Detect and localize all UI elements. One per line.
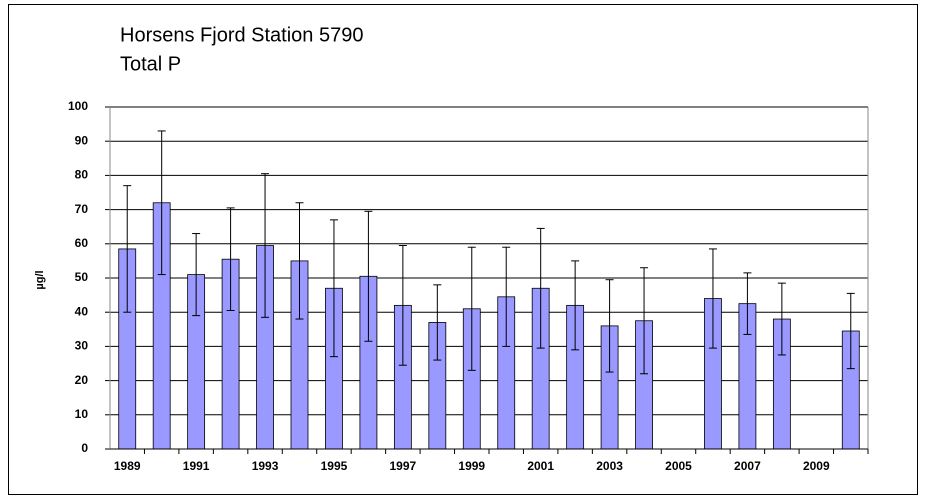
x-tick-label: 1999 [458, 459, 485, 473]
y-tick-label: 70 [75, 202, 89, 216]
y-tick-label: 50 [75, 270, 89, 284]
y-tick-label: 0 [81, 441, 88, 455]
y-tick-label: 20 [75, 373, 89, 387]
chart-subtitle: Total P [120, 53, 181, 75]
x-tick-label: 1991 [183, 459, 210, 473]
x-tick-label: 2009 [803, 459, 830, 473]
y-tick-label: 30 [75, 339, 89, 353]
x-tick-label: 1989 [114, 459, 141, 473]
chart-title: Horsens Fjord Station 5790 [120, 24, 363, 46]
x-tick-label: 1995 [321, 459, 348, 473]
x-tick-label: 2005 [665, 459, 692, 473]
y-tick-label: 100 [68, 99, 88, 113]
y-tick-label: 10 [75, 407, 89, 421]
y-tick-label: 80 [75, 168, 89, 182]
x-tick-label: 2001 [527, 459, 554, 473]
y-tick-label: 40 [75, 304, 89, 318]
x-tick-label: 2003 [596, 459, 623, 473]
y-axis-label: µg/l [34, 270, 46, 289]
x-tick-label: 2007 [734, 459, 761, 473]
y-tick-label: 90 [75, 133, 89, 147]
y-tick-label: 60 [75, 236, 89, 250]
x-tick-label: 1997 [390, 459, 417, 473]
x-tick-label: 1993 [252, 459, 279, 473]
